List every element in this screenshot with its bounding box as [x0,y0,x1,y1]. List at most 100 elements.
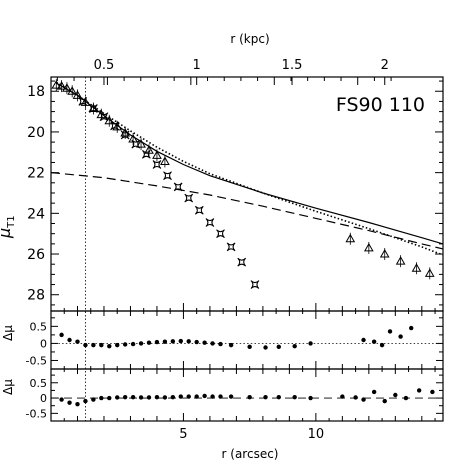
residual-1-point [210,341,215,346]
star-point [194,205,204,215]
star-point [173,182,183,192]
top-axis-label: r (kpc) [230,32,269,46]
residual-2-point [194,394,199,399]
residual-2-point [115,395,120,400]
top-kpc-tick-label: 1.5 [282,58,303,73]
residual-2-point [83,398,88,404]
residual-1-point [409,325,414,331]
star-point [89,104,98,113]
residual-1-y-tick-label: 0.5 [30,320,48,333]
residual-1-point [83,342,88,348]
residual-2-point [247,394,252,400]
x-tick-label: 5 [179,427,187,442]
main-y-tick-label: 28 [27,288,45,304]
chart-title: FS90 110 [336,94,425,116]
residual-1-point [59,332,64,338]
residual-1-point [247,344,252,350]
residual-1-y-tick-label: -0.5 [26,354,47,367]
residual-1-point [146,340,152,345]
residual-1-point [75,339,80,344]
residual-1-point [154,339,160,345]
residual-1-frame [50,310,444,370]
star-point [250,280,260,289]
residual-2-point [361,397,366,402]
star-point [141,149,151,159]
residual-1-point [67,337,72,343]
residual-1-point [122,342,128,347]
residual-1-point [276,344,281,350]
residual-1-point [194,339,199,345]
residual-2-point [138,395,144,400]
residual-2-point [353,395,358,400]
residual-1-point [371,339,377,344]
residual-2-frame [50,368,444,422]
star-point [205,218,215,227]
residual-1-y-label: Δμ [1,325,15,341]
star-point [237,257,247,267]
residual-2-point [186,394,191,399]
residual-2-point [210,394,215,399]
top-kpc-tick-label: 2 [381,58,389,73]
residual-2-point [107,395,112,401]
residual-2-y-tick-label: -0.5 [26,407,47,420]
residual-2-point [154,394,160,400]
star-point [78,97,88,106]
residual-2-point [308,395,313,401]
star-point [226,242,236,252]
residual-2-point [162,395,168,400]
top-kpc-tick-label: 0.5 [94,58,115,73]
residual-2-point [67,400,72,405]
residual-2-point [122,394,128,400]
main-y-tick-label: 20 [27,125,45,141]
star-point [163,171,172,181]
residual-1-point [398,334,403,339]
residual-1-point [228,342,234,348]
top-kpc-tick-label: 1 [193,58,201,73]
residual-2-point [416,388,422,393]
residual-2-point [340,394,345,399]
star-point [184,193,194,203]
residual-2-point [59,397,64,402]
residual-2-y-tick-label: 0 [40,392,47,405]
residual-1-point [379,342,385,348]
residual-2-point [202,393,207,399]
bottom-axis-label: r (arcsec) [222,447,279,461]
residual-1-point [361,337,366,343]
residual-1-y-tick-label: 0 [40,337,47,350]
residual-2-point [382,398,387,404]
residual-2-point [146,395,152,400]
residual-2-point [403,395,409,401]
model-curve-dotted [55,81,444,256]
star-point [152,160,162,169]
model-curve-solid [56,82,444,245]
residual-1-point [308,341,313,346]
x-tick-label: 10 [308,427,325,442]
main-y-tick-label: 24 [27,206,45,222]
residual-1-point [387,329,393,334]
star-point [99,112,109,122]
residual-2-point [228,394,234,399]
star-point [120,130,130,140]
residual-1-point [202,340,207,345]
main-y-label: μT1 [0,215,17,239]
star-point [216,229,225,239]
residual-1-point [130,341,136,347]
residual-2-y-tick-label: 0.5 [30,377,48,390]
residual-2-point [292,394,297,400]
residual-1-point [218,341,223,347]
residual-1-point [115,342,120,348]
residual-2-point [178,394,183,399]
residual-1-point [138,341,144,346]
residual-1-point [107,343,112,349]
residual-1-point [292,343,297,349]
residual-2-point [218,394,223,399]
residual-1-point [162,339,168,344]
residual-2-point [393,392,398,398]
residual-2-point [130,394,136,400]
residual-2-point [371,389,377,395]
main-y-tick-label: 22 [27,166,45,182]
residual-2-point [99,395,104,401]
residual-2-point [170,394,176,400]
residual-1-point [91,342,96,348]
